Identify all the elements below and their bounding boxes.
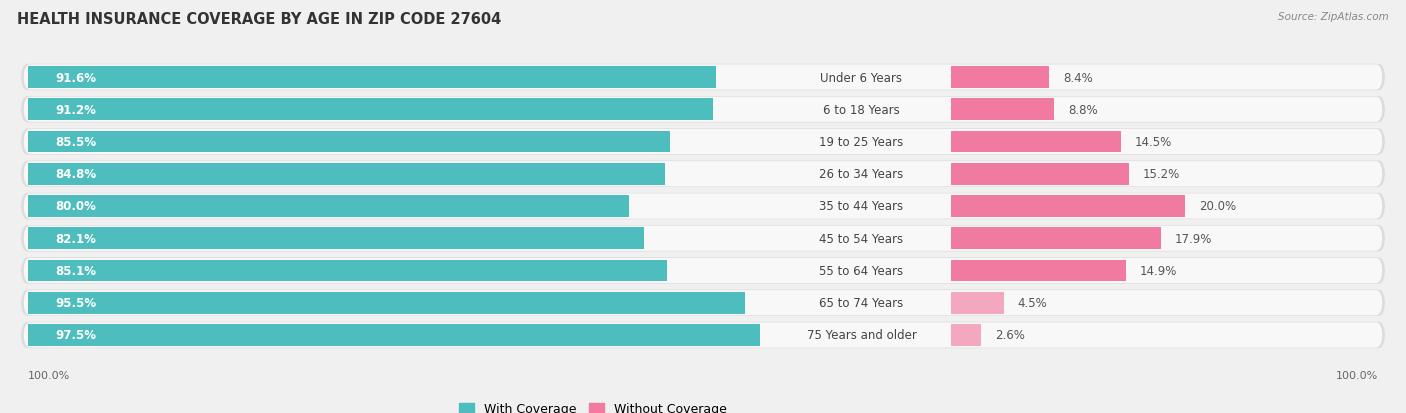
Text: 6 to 18 Years: 6 to 18 Years <box>823 104 900 116</box>
FancyBboxPatch shape <box>24 258 1382 283</box>
Text: 8.8%: 8.8% <box>1069 104 1098 116</box>
FancyBboxPatch shape <box>21 193 1385 220</box>
FancyBboxPatch shape <box>21 290 1385 316</box>
Text: 35 to 44 Years: 35 to 44 Years <box>820 200 904 213</box>
FancyBboxPatch shape <box>21 258 1385 284</box>
Bar <box>28 196 628 217</box>
Text: 75 Years and older: 75 Years and older <box>807 329 917 342</box>
Text: 91.2%: 91.2% <box>55 104 96 116</box>
FancyBboxPatch shape <box>24 290 1382 316</box>
Bar <box>950 164 1129 185</box>
Text: 19 to 25 Years: 19 to 25 Years <box>820 136 904 149</box>
Text: 8.4%: 8.4% <box>1063 71 1092 84</box>
Text: 20.0%: 20.0% <box>1199 200 1236 213</box>
Text: 95.5%: 95.5% <box>55 297 97 309</box>
Bar <box>950 324 981 346</box>
Text: Under 6 Years: Under 6 Years <box>821 71 903 84</box>
Text: 84.8%: 84.8% <box>55 168 97 181</box>
Text: 4.5%: 4.5% <box>1018 297 1047 309</box>
Bar <box>28 99 713 121</box>
Bar <box>28 228 644 249</box>
Text: 85.1%: 85.1% <box>55 264 97 277</box>
Bar <box>950 131 1121 153</box>
Text: 17.9%: 17.9% <box>1174 232 1212 245</box>
FancyBboxPatch shape <box>24 323 1382 348</box>
FancyBboxPatch shape <box>24 65 1382 90</box>
Bar <box>950 260 1126 282</box>
FancyBboxPatch shape <box>21 322 1385 349</box>
Text: 26 to 34 Years: 26 to 34 Years <box>820 168 904 181</box>
FancyBboxPatch shape <box>24 226 1382 251</box>
Text: 85.5%: 85.5% <box>55 136 97 149</box>
Text: 14.5%: 14.5% <box>1135 136 1171 149</box>
Text: Source: ZipAtlas.com: Source: ZipAtlas.com <box>1278 12 1389 22</box>
Text: 80.0%: 80.0% <box>55 200 96 213</box>
FancyBboxPatch shape <box>21 97 1385 123</box>
Text: HEALTH INSURANCE COVERAGE BY AGE IN ZIP CODE 27604: HEALTH INSURANCE COVERAGE BY AGE IN ZIP … <box>17 12 501 27</box>
Bar <box>950 196 1185 217</box>
FancyBboxPatch shape <box>21 161 1385 188</box>
Text: 2.6%: 2.6% <box>995 329 1025 342</box>
Text: 65 to 74 Years: 65 to 74 Years <box>820 297 904 309</box>
FancyBboxPatch shape <box>21 129 1385 155</box>
Text: 45 to 54 Years: 45 to 54 Years <box>820 232 904 245</box>
Text: 100.0%: 100.0% <box>1336 370 1378 380</box>
FancyBboxPatch shape <box>24 162 1382 187</box>
Bar <box>28 260 666 282</box>
Bar <box>28 67 716 89</box>
FancyBboxPatch shape <box>24 130 1382 155</box>
Text: 82.1%: 82.1% <box>55 232 96 245</box>
FancyBboxPatch shape <box>21 64 1385 91</box>
Bar <box>28 164 665 185</box>
Bar <box>950 292 1004 314</box>
Text: 91.6%: 91.6% <box>55 71 97 84</box>
Bar <box>28 131 669 153</box>
Text: 15.2%: 15.2% <box>1143 168 1180 181</box>
Bar <box>28 292 745 314</box>
Bar <box>950 228 1161 249</box>
Text: 14.9%: 14.9% <box>1139 264 1177 277</box>
Bar <box>950 99 1054 121</box>
Bar <box>28 324 761 346</box>
FancyBboxPatch shape <box>21 225 1385 252</box>
Bar <box>950 67 1049 89</box>
FancyBboxPatch shape <box>24 97 1382 123</box>
Text: 100.0%: 100.0% <box>28 370 70 380</box>
Legend: With Coverage, Without Coverage: With Coverage, Without Coverage <box>454 397 731 413</box>
Text: 55 to 64 Years: 55 to 64 Years <box>820 264 904 277</box>
Text: 97.5%: 97.5% <box>55 329 97 342</box>
FancyBboxPatch shape <box>24 194 1382 219</box>
